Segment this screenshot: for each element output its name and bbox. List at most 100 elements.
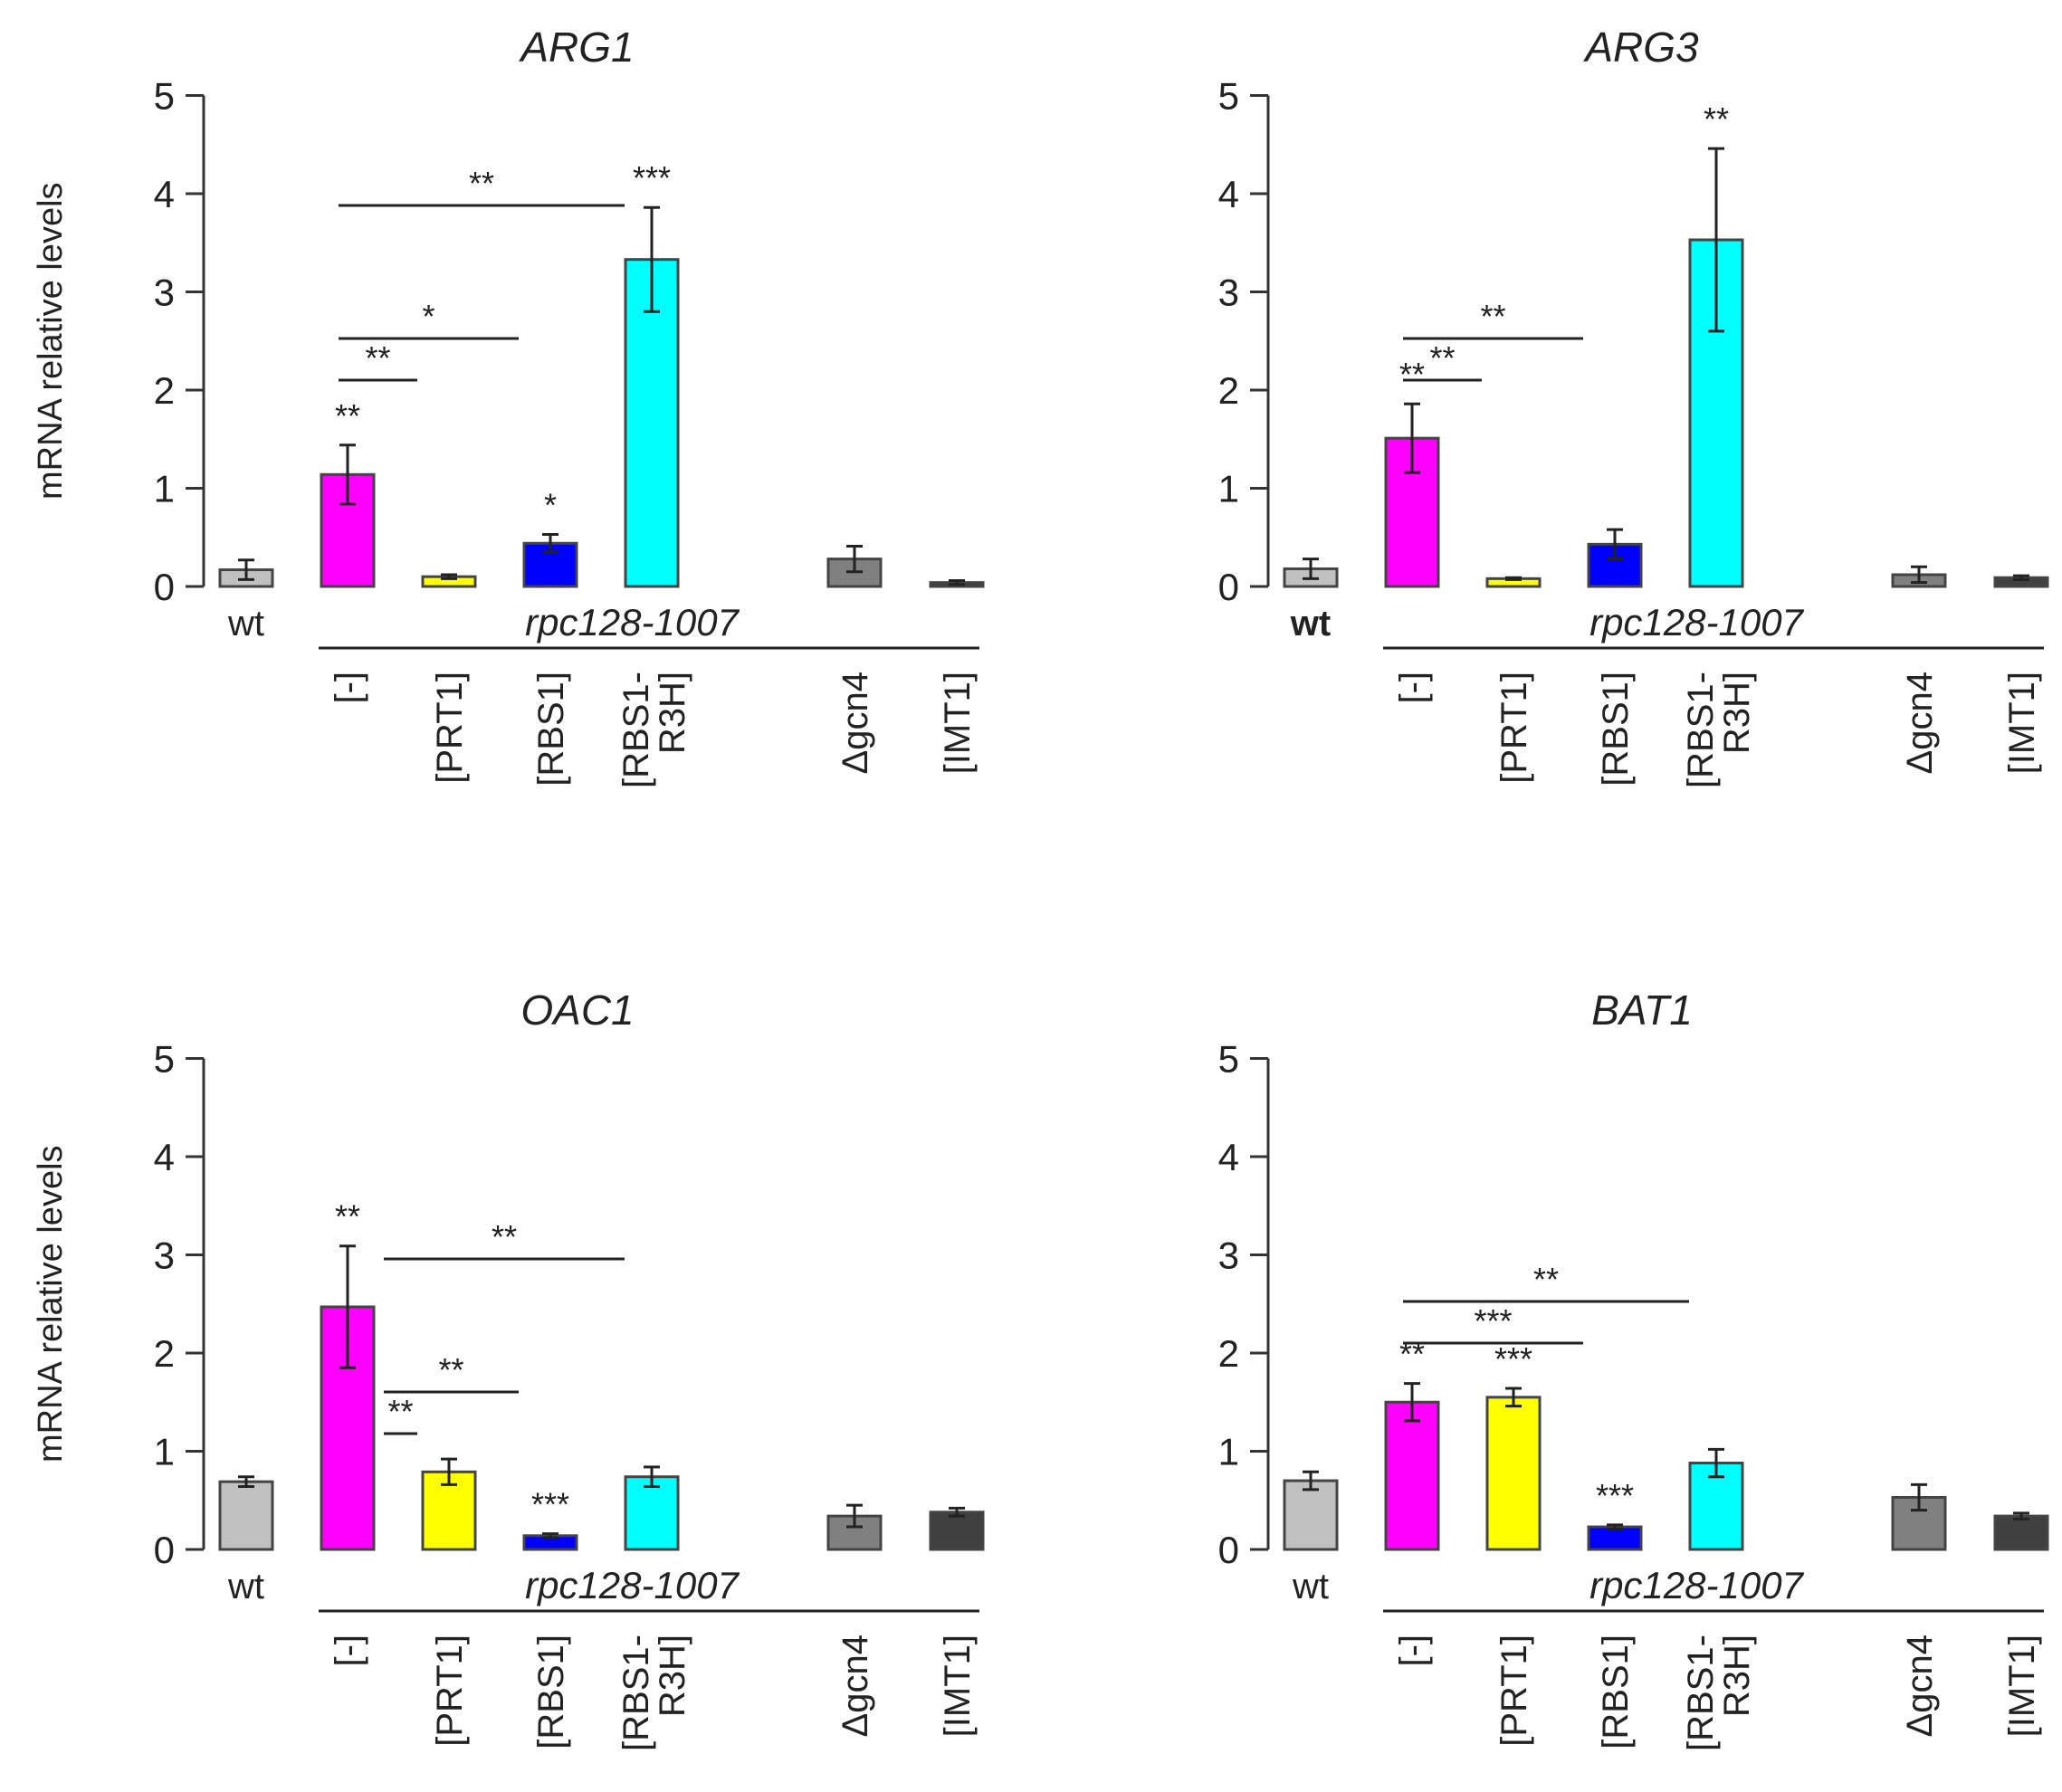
- p1-x-label-line: [RBS1]: [531, 672, 571, 786]
- p2-comparison-label: **: [1429, 339, 1455, 377]
- p4-x-label: [RBS1]: [1596, 1635, 1636, 1749]
- p2-x-label: [-]: [1393, 672, 1433, 704]
- p4-x-label-line: R3H]: [1717, 1635, 1757, 1717]
- p3-y-tick-label: 5: [154, 1038, 175, 1081]
- p4-bar: [1283, 1479, 1339, 1551]
- p1-x-label: Δgcn4: [835, 672, 875, 774]
- p2-comparison-label: **: [1480, 298, 1505, 335]
- p4-bar: [1485, 1396, 1542, 1551]
- p4-x-label-line: [RBS1-: [1681, 1635, 1721, 1751]
- p1-comparison-label: *: [422, 298, 434, 335]
- p4-chart-title: BAT1: [1591, 987, 1693, 1034]
- p4-bar: [1993, 1514, 2049, 1551]
- p4-bar: [1384, 1400, 1440, 1551]
- p1-y-axis-label: mRNA relative levels: [32, 182, 70, 500]
- p4-y-tick-label: 0: [1218, 1529, 1239, 1571]
- p2-x-label-line: [PRT1]: [1494, 672, 1534, 784]
- p3-y-tick-label: 4: [154, 1136, 175, 1178]
- p4-bar: [1891, 1495, 1947, 1551]
- p3-y-tick-label: 2: [154, 1332, 175, 1375]
- p1-x-label-line: [RBS1-: [616, 672, 656, 788]
- p1-bar: [624, 258, 680, 588]
- p2-bar-significance-label: **: [1704, 100, 1729, 138]
- p3-chart-title: OAC1: [520, 987, 634, 1034]
- p3-x-label-line: [IMT1]: [938, 1635, 978, 1737]
- p4-x-label: Δgcn4: [1900, 1635, 1940, 1737]
- p3-comparison-label: **: [387, 1393, 413, 1430]
- p4-x-label-line: [-]: [1393, 1635, 1433, 1667]
- p3-bar: [929, 1511, 985, 1551]
- p3-x-label: [RBS1]: [531, 1635, 571, 1749]
- p4-bar-significance-label: **: [1399, 1336, 1425, 1373]
- p1-x-label-line: Δgcn4: [835, 672, 875, 774]
- p3-y-tick-label: 1: [154, 1431, 175, 1473]
- p2-x-label: [RBS1-R3H]: [1681, 672, 1757, 788]
- p4-x-label-line: [PRT1]: [1494, 1635, 1534, 1747]
- p3-x-label: [IMT1]: [938, 1635, 978, 1737]
- p2-y-tick-label: 2: [1218, 369, 1239, 412]
- p2-x-label: [IMT1]: [2002, 672, 2042, 774]
- p1-comparison-label: **: [469, 165, 494, 202]
- p1-x-label-wt: wt: [227, 604, 264, 643]
- p2-x-label-line: Δgcn4: [1900, 672, 1940, 774]
- p2-chart-title: ARG3: [1582, 24, 1699, 71]
- p4-comparison-label: ***: [1474, 1302, 1512, 1339]
- p3-x-label-line: [RBS1]: [531, 1635, 571, 1749]
- p2-y-tick-label: 0: [1218, 566, 1239, 608]
- p3-x-label: [-]: [329, 1635, 368, 1667]
- p1-y-tick-label: 4: [154, 173, 175, 215]
- p3-x-label-line: [-]: [329, 1635, 368, 1667]
- p4-bar-significance-label: ***: [1494, 1340, 1532, 1377]
- p2-x-label-line: [-]: [1393, 672, 1433, 704]
- p4-x-label-wt: wt: [1292, 1567, 1329, 1606]
- p4-x-label-line: [RBS1]: [1596, 1635, 1636, 1749]
- p3-x-label: [PRT1]: [430, 1635, 470, 1747]
- p2-group-label: rpc128-1007: [1589, 601, 1804, 643]
- p1-y-tick-label: 0: [154, 566, 175, 608]
- p4-x-label-line: Δgcn4: [1900, 1635, 1940, 1737]
- p4-y-tick-label: 1: [1218, 1431, 1239, 1473]
- p3-x-label-line: [RBS1-: [616, 1635, 656, 1751]
- p1-comparison-label: **: [365, 339, 390, 377]
- p2-x-label-wt: wt: [1290, 604, 1331, 643]
- p1-y-tick-label: 3: [154, 272, 175, 314]
- p2-x-label: Δgcn4: [1900, 672, 1940, 774]
- p3-y-tick-label: 3: [154, 1234, 175, 1277]
- p2-x-label-line: [IMT1]: [2002, 672, 2042, 774]
- p1-x-label: [RBS1-R3H]: [616, 672, 692, 788]
- p3-y-tick-label: 0: [154, 1529, 175, 1571]
- p1-x-label-line: [-]: [329, 672, 368, 704]
- p1-group-label: rpc128-1007: [525, 601, 740, 643]
- p2-y-tick-label: 3: [1218, 272, 1239, 314]
- p1-y-tick-label: 5: [154, 75, 175, 118]
- p3-group-label: rpc128-1007: [525, 1564, 740, 1606]
- p1-x-label-line: [PRT1]: [430, 672, 470, 784]
- p2-y-tick-label: 5: [1218, 75, 1239, 118]
- p3-bar: [218, 1480, 274, 1551]
- p3-x-label-wt: wt: [227, 1567, 264, 1606]
- p2-x-label: [PRT1]: [1494, 672, 1534, 784]
- p2-x-label: [RBS1]: [1596, 672, 1636, 786]
- p4-x-label: [PRT1]: [1494, 1635, 1534, 1747]
- p4-y-tick-label: 4: [1218, 1136, 1239, 1178]
- p4-group-label: rpc128-1007: [1589, 1564, 1804, 1606]
- p2-x-label-line: [RBS1-: [1681, 672, 1721, 788]
- p1-bar-significance-label: ***: [633, 159, 671, 196]
- p4-x-label: [IMT1]: [2002, 1635, 2042, 1737]
- p4-x-label-line: [IMT1]: [2002, 1635, 2042, 1737]
- p1-x-label: [-]: [329, 672, 368, 704]
- p4-bar: [1587, 1525, 1643, 1551]
- p1-y-tick-label: 1: [154, 468, 175, 510]
- p3-x-label-line: Δgcn4: [835, 1635, 875, 1737]
- p1-x-label: [PRT1]: [430, 672, 470, 784]
- p4-comparison-label: **: [1533, 1261, 1559, 1298]
- p1-y-tick-label: 2: [154, 369, 175, 412]
- p1-bar: [320, 472, 376, 588]
- p3-x-label-line: [PRT1]: [430, 1635, 470, 1747]
- p3-x-label-line: R3H]: [653, 1635, 692, 1717]
